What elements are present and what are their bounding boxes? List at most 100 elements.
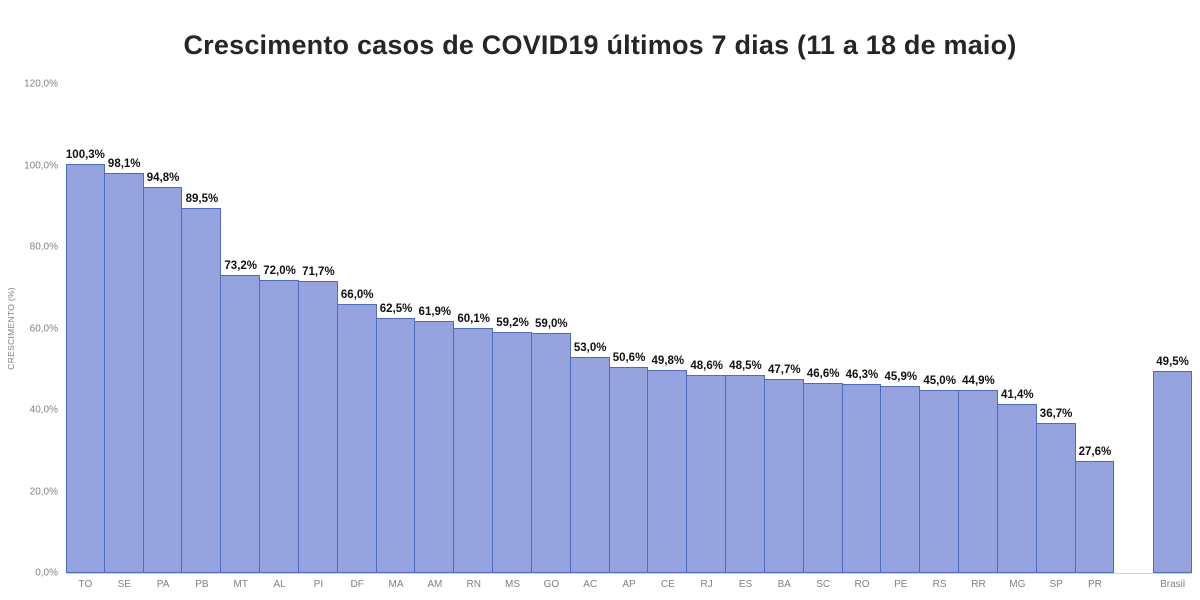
bar-RS — [920, 389, 960, 573]
value-label-AP: 50,6% — [612, 351, 646, 364]
x-tick-label-SE: SE — [117, 579, 131, 590]
bar-cell-MG: 41,4% MG — [997, 84, 1037, 590]
bar-AP — [609, 366, 649, 573]
bar-cell-SC: 46,6% SC — [803, 84, 843, 590]
bar-cell-RR: 44,9% RR — [959, 84, 998, 590]
x-tick-label-AM: AM — [427, 579, 443, 590]
value-label-MG: 41,4% — [1000, 389, 1034, 402]
value-label-SP: 36,7% — [1039, 408, 1073, 421]
bar-cell-DF: 66,0% DF — [337, 84, 377, 590]
bar-SP — [1036, 423, 1076, 573]
bar-cell-PA: 94,8% PA — [143, 84, 183, 590]
value-label-PI: 71,7% — [302, 265, 335, 278]
x-tick-label-RS: RS — [932, 579, 947, 590]
y-tick-label-0: 0,0% — [35, 567, 58, 579]
value-label-RO: 46,3% — [845, 369, 879, 382]
x-tick-label-PA: PA — [156, 579, 170, 590]
x-tick-label-RJ: RJ — [700, 579, 713, 590]
value-label-ES: 48,5% — [729, 360, 762, 373]
bar-DF — [337, 304, 377, 573]
y-tick-label-60: 60,0% — [29, 323, 58, 334]
value-label-PE: 45,9% — [884, 370, 918, 383]
x-tick-label-AL: AL — [273, 579, 286, 590]
bar-cell-RS: 45,0% RS — [920, 84, 960, 590]
bar-cell-ES: 48,5% ES — [726, 84, 765, 590]
x-tick-label-GO: GO — [543, 579, 560, 590]
bar-cell-AL: 72,0% AL — [260, 84, 299, 590]
value-label-MT: 73,2% — [224, 259, 258, 272]
x-axis-baseline — [66, 573, 1192, 574]
value-label-RJ: 48,6% — [690, 359, 723, 372]
plot-area: 100,3% TO 98,1% SE 94,8% PA 89,5% PB 73,2% MT 72,0… — [65, 84, 1193, 590]
bar-BA — [764, 378, 804, 573]
bar-cell-AM: 61,9% AM — [415, 84, 455, 590]
bar-cell-SP: 36,7% SP — [1036, 84, 1076, 590]
bar-cell-TO: 100,3% TO — [65, 84, 105, 590]
x-tick-label-SC: SC — [816, 579, 831, 590]
bar-SC — [803, 383, 843, 573]
x-tick-label-SP: SP — [1049, 579, 1063, 590]
bar-cell-SE: 98,1% SE — [104, 84, 144, 590]
bar-CE — [648, 370, 688, 573]
bar-PE — [881, 385, 921, 573]
x-tick-label-PE: PE — [894, 579, 908, 590]
y-tick-label-100: 100,0% — [24, 160, 58, 171]
value-label-RN: 60,1% — [457, 313, 490, 326]
x-tick-label-ES: ES — [738, 579, 753, 590]
bar-MT — [221, 274, 261, 573]
bar-cell-AP: 50,6% AP — [609, 84, 649, 590]
bar-cell-RN: 60,1% RN — [454, 84, 494, 590]
bar-cell-CE: 49,8% CE — [648, 84, 688, 590]
bar-PR — [1075, 460, 1115, 573]
x-tick-label-AP: AP — [622, 579, 636, 590]
value-label-PA: 94,8% — [146, 171, 180, 184]
bar-cell-PI: 71,7% PI — [298, 84, 338, 590]
bar-MS — [493, 331, 532, 573]
y-tick-label-120: 120,0% — [24, 78, 58, 90]
bar-AC — [570, 357, 610, 573]
bar-MG — [997, 404, 1037, 573]
value-label-RR: 44,9% — [962, 375, 995, 388]
bar-cell-MT: 73,2% MT — [221, 84, 261, 590]
bar-cell-BA: 47,7% BA — [764, 84, 804, 590]
value-label-GO: 59,0% — [535, 317, 568, 330]
x-tick-label-AC: AC — [583, 579, 598, 590]
bar-cell-MA: 62,5% MA — [376, 84, 416, 590]
bar-RN — [454, 328, 494, 573]
value-label-SC: 46,6% — [806, 368, 840, 381]
value-label-CE: 49,8% — [651, 355, 685, 368]
y-tick-label-40: 40,0% — [29, 404, 58, 416]
bar-cell-PE: 45,9% PE — [881, 84, 921, 590]
x-tick-label-MA: MA — [388, 579, 404, 590]
x-tick-label-DF: DF — [350, 579, 364, 590]
y-axis-ticks: 0,0% 20,0% 40,0% 60,0% 80,0% 100,0% 120,0% — [0, 79, 58, 579]
x-tick-label-RN: RN — [466, 579, 481, 590]
value-label-MA: 62,5% — [379, 303, 413, 316]
value-label-TO: 100,3% — [65, 149, 105, 162]
bar-AL — [260, 279, 299, 573]
x-tick-label-Brasil: Brasil — [1160, 579, 1186, 590]
bar-SE — [104, 173, 144, 573]
y-tick-label-20: 20,0% — [29, 486, 58, 497]
value-label-MS: 59,2% — [496, 316, 529, 329]
x-tick-label-TO: TO — [78, 579, 93, 590]
value-label-PR: 27,6% — [1078, 445, 1112, 458]
bar-PB — [182, 208, 222, 573]
value-label-DF: 66,0% — [340, 289, 374, 302]
bar-RO — [842, 384, 882, 573]
x-tick-label-MG: MG — [1009, 579, 1026, 590]
value-label-AM: 61,9% — [418, 305, 452, 318]
value-label-RS: 45,0% — [923, 374, 956, 387]
bar-cell-Brasil: 49,5% Brasil — [1153, 84, 1193, 590]
series-gap — [1114, 84, 1153, 573]
bar-AM — [415, 320, 455, 573]
x-tick-label-RR: RR — [971, 579, 986, 590]
chart-title: Crescimento casos de COVID19 últimos 7 d… — [183, 30, 1017, 60]
x-tick-label-MS: MS — [505, 579, 521, 590]
bar-RR — [959, 390, 998, 573]
x-tick-label-PR: PR — [1087, 579, 1102, 590]
bar-PI — [298, 280, 338, 573]
bar-cell-AC: 53,0% AC — [570, 84, 610, 590]
value-label-AC: 53,0% — [573, 342, 607, 355]
